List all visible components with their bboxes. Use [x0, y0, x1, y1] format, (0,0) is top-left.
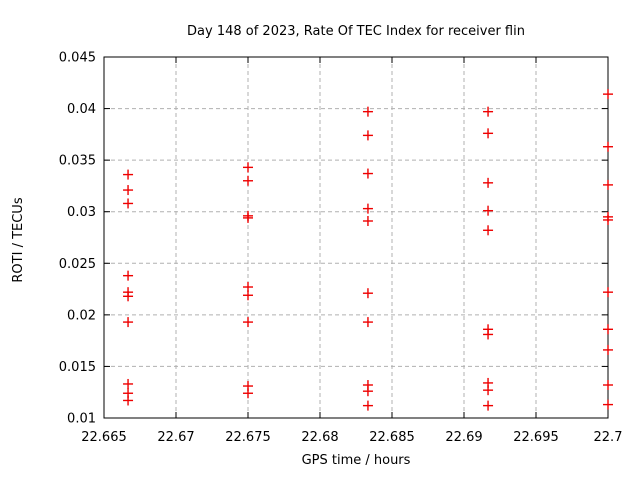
- data-point: [362, 386, 373, 397]
- x-tick-labels: 22.665 22.67 22.675 22.68 22.685 22.69 22.695 2…: [81, 430, 622, 445]
- data-point: [123, 185, 134, 196]
- data-point: [603, 344, 613, 355]
- data-point: [362, 168, 373, 179]
- data-point: [483, 385, 494, 396]
- data-point: [362, 203, 373, 214]
- x-tick-label: 22.69: [445, 430, 482, 445]
- data-point: [243, 290, 253, 301]
- data-point: [603, 89, 613, 100]
- data-point: [123, 317, 134, 328]
- y-axis-label: ROTI / TECUs: [11, 197, 26, 282]
- x-tick-label: 22.675: [225, 430, 271, 445]
- x-tick-label: 22.67: [157, 430, 194, 445]
- data-point: [362, 400, 373, 411]
- plot-border: [103, 56, 609, 419]
- data-point: [123, 395, 134, 406]
- y-tick-label: 0.01: [67, 412, 96, 427]
- data-point: [603, 141, 613, 152]
- y-tick-label: 0.035: [59, 154, 96, 169]
- data-point: [123, 378, 134, 389]
- data-point: [483, 128, 494, 139]
- x-tick-label: 22.7: [594, 430, 623, 445]
- x-tick-label: 22.685: [369, 430, 415, 445]
- data-point: [603, 179, 613, 190]
- data-point: [123, 169, 134, 180]
- data-point: [483, 329, 494, 340]
- data-point: [243, 162, 253, 173]
- data-point: [362, 106, 373, 117]
- x-tick-label: 22.695: [513, 430, 559, 445]
- data-point: [243, 175, 253, 186]
- grid-lines: [104, 57, 608, 418]
- data-point: [362, 317, 373, 328]
- data-point: [483, 106, 494, 117]
- chart-title: Day 148 of 2023, Rate Of TEC Index for r…: [187, 24, 525, 39]
- y-tick-label: 0.045: [59, 51, 96, 66]
- x-axis-label: GPS time / hours: [302, 453, 411, 468]
- data-points: [123, 89, 613, 411]
- tick-marks: [103, 56, 609, 419]
- data-point: [362, 288, 373, 299]
- data-point: [483, 400, 494, 411]
- data-point: [603, 214, 613, 225]
- y-tick-labels: 0.01 0.015 0.02 0.025 0.03 0.035 0.04 0.045: [59, 51, 96, 427]
- data-point: [603, 379, 613, 390]
- data-point: [362, 130, 373, 141]
- data-point: [243, 388, 253, 399]
- y-tick-label: 0.015: [59, 360, 96, 375]
- data-point: [603, 399, 613, 410]
- data-point: [483, 177, 494, 188]
- y-tick-label: 0.02: [67, 308, 96, 323]
- data-point: [603, 324, 613, 335]
- data-point: [603, 287, 613, 298]
- data-point: [483, 225, 494, 236]
- data-point: [362, 215, 373, 226]
- data-point: [123, 270, 134, 281]
- data-point: [243, 212, 253, 223]
- data-point: [123, 291, 134, 302]
- y-tick-label: 0.025: [59, 257, 96, 272]
- y-tick-label: 0.04: [67, 102, 96, 117]
- data-point: [123, 198, 134, 209]
- x-tick-label: 22.665: [81, 430, 127, 445]
- data-point: [483, 205, 494, 216]
- data-point: [243, 317, 253, 328]
- y-tick-label: 0.03: [67, 205, 96, 220]
- x-tick-label: 22.68: [301, 430, 338, 445]
